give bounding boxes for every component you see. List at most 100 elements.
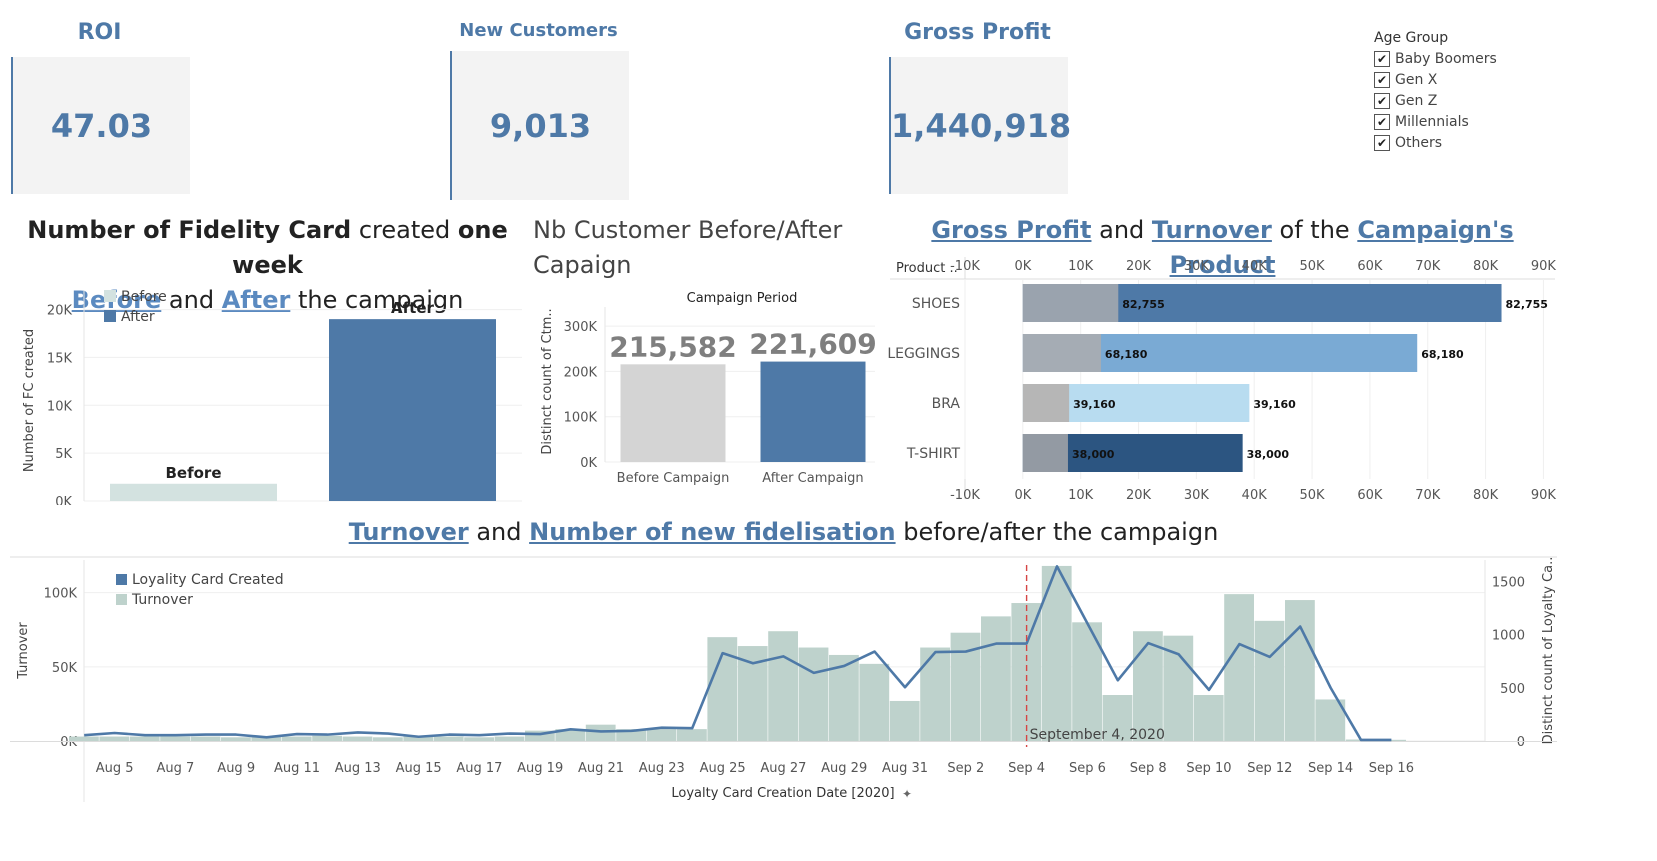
filter-item-gen-z[interactable]: ✔ Gen Z [1374, 90, 1554, 111]
product-chart: Product ..-10K-10K0K0K10K10K20K20K30K30K… [887, 257, 1556, 502]
turnover-bar [494, 736, 525, 741]
turnover-bar [920, 647, 950, 741]
x-tick-label-top: 0K [1014, 259, 1031, 274]
filter-item-baby-boomers[interactable]: ✔ Baby Boomers [1374, 48, 1554, 69]
x-tick-label: Sep 8 [1130, 761, 1167, 776]
x-tick-label: Aug 17 [456, 761, 502, 776]
turnover-bar [616, 729, 646, 741]
x-tick-label: After Campaign [762, 471, 863, 486]
turnover-bar [221, 737, 251, 741]
title-fragment: one week [232, 216, 508, 279]
x-tick-label: Aug 25 [700, 761, 746, 776]
bar-label: After [391, 299, 434, 317]
x-tick-label: Sep 4 [1008, 761, 1045, 776]
roi-card: 47.03 [11, 57, 190, 194]
x-tick-label-bottom: 10K [1068, 488, 1094, 502]
x-tick-label-top: 80K [1473, 259, 1499, 274]
timeline-title: Turnover and Number of new fidelisation … [0, 515, 1567, 550]
x-tick-label-top: 10K [1068, 259, 1094, 274]
x-tick-label: Aug 27 [760, 761, 806, 776]
x-tick-label-top: 70K [1415, 259, 1441, 274]
checkbox-checked-icon[interactable]: ✔ [1374, 134, 1390, 151]
x-tick-label: Aug 31 [882, 761, 928, 776]
chart-title: Campaign Period [687, 291, 798, 306]
product-header: Product .. [896, 261, 958, 276]
filter-item-label: Gen Z [1395, 92, 1438, 109]
x-tick-label: Sep 14 [1308, 761, 1353, 776]
x-tick-label: Before Campaign [617, 471, 730, 486]
campaign-product-link[interactable]: Campaign's Product [1169, 216, 1514, 279]
x-tick-label-top: 40K [1242, 259, 1268, 274]
y-tick-label: 0K [55, 495, 72, 505]
nb-customer-title: Nb Customer Before/After Capaign [533, 213, 873, 283]
y-tick-label: 50K [52, 661, 78, 676]
checkbox-checked-icon[interactable]: ✔ [1374, 113, 1390, 130]
filter-item-label: Baby Boomers [1395, 50, 1497, 67]
filter-item-millennials[interactable]: ✔ Millennials [1374, 111, 1554, 132]
fidelity-card-chart: 0K 5K 10K 15K 20K Number of FC created Before A… [22, 289, 522, 505]
turnover-bar [281, 736, 312, 741]
x-tick-label: Sep 10 [1186, 761, 1231, 776]
x-tick-label-bottom: 40K [1242, 488, 1268, 502]
legend-swatch [116, 594, 127, 605]
y-axis-label: Number of FC created [22, 329, 37, 472]
filter-item-label: Gen X [1395, 71, 1438, 88]
x-tick-label: Aug 11 [274, 761, 320, 776]
title-fragment: before/after the campaign [895, 518, 1219, 546]
legend-label: After [121, 309, 155, 325]
new-fidelisation-link[interactable]: Number of new fidelisation [529, 518, 896, 546]
legend-label: Turnover [131, 592, 193, 608]
turnover-bar [1285, 600, 1315, 741]
title-fragment: Capaign [533, 251, 632, 279]
gross-profit-link[interactable]: Gross Profit [931, 216, 1092, 244]
turnover-bar [768, 631, 798, 741]
x-tick-label: Aug 5 [96, 761, 134, 776]
x-tick-label-top: 50K [1300, 259, 1326, 274]
x-tick-label-top: 20K [1126, 259, 1152, 274]
loyalty-card-line [84, 565, 1392, 742]
turnover-bar [464, 737, 494, 741]
title-fragment: Nb Customer Before/After [533, 216, 843, 244]
legend-label: Before [121, 289, 167, 305]
y-tick-label: 10K [47, 399, 73, 414]
customer-chart: Campaign Period 0K 100K 200K 300K Distinct co… [540, 291, 877, 486]
bar [110, 483, 277, 501]
x-tick-label: Aug 29 [821, 761, 867, 776]
x-tick-label: Aug 19 [517, 761, 563, 776]
x-tick-label-bottom: 80K [1473, 488, 1499, 502]
bar-label: Before [165, 464, 221, 482]
y2-axis-label: Distinct count of Loyalty Ca.. [1541, 557, 1556, 745]
turnover-link[interactable]: Turnover [348, 518, 469, 546]
turnover-bar [889, 700, 920, 741]
checkbox-checked-icon[interactable]: ✔ [1374, 50, 1390, 67]
title-fragment: and [468, 518, 530, 546]
turnover-bar [69, 736, 99, 741]
bar-inner-label: 38,000 [1072, 448, 1115, 461]
filter-item-others[interactable]: ✔ Others [1374, 132, 1554, 153]
new-customers-value: 9,013 [489, 107, 592, 145]
gross-profit-bar [1022, 384, 1070, 422]
title-fragment: and [1091, 216, 1152, 244]
y-tick-label: 200K [564, 365, 598, 380]
turnover-bar [585, 724, 616, 741]
y2-tick-label: 500 [1500, 682, 1525, 697]
title-fragment: of the [1271, 216, 1358, 244]
y-tick-label: 5K [55, 447, 72, 462]
age-group-filter-title: Age Group [1374, 30, 1449, 46]
legend-swatch [104, 310, 116, 322]
y2-tick-label: 0 [1517, 735, 1525, 750]
x-tick-label: Sep 2 [947, 761, 984, 776]
y-tick-label: 0K [580, 456, 597, 471]
filter-item-gen-x[interactable]: ✔ Gen X [1374, 69, 1554, 90]
turnover-link[interactable]: Turnover [1151, 216, 1272, 244]
y2-tick-label: 1500 [1492, 575, 1525, 590]
turnover-bar [525, 730, 555, 741]
checkbox-checked-icon[interactable]: ✔ [1374, 71, 1390, 88]
x-tick-label: Sep 6 [1069, 761, 1106, 776]
checkbox-checked-icon[interactable]: ✔ [1374, 92, 1390, 109]
x-tick-label: Aug 7 [157, 761, 195, 776]
turnover-bar [251, 736, 282, 741]
turnover-bar [1224, 594, 1254, 741]
x-tick-label-bottom: 50K [1300, 488, 1326, 502]
x-tick-label: Aug 9 [217, 761, 255, 776]
